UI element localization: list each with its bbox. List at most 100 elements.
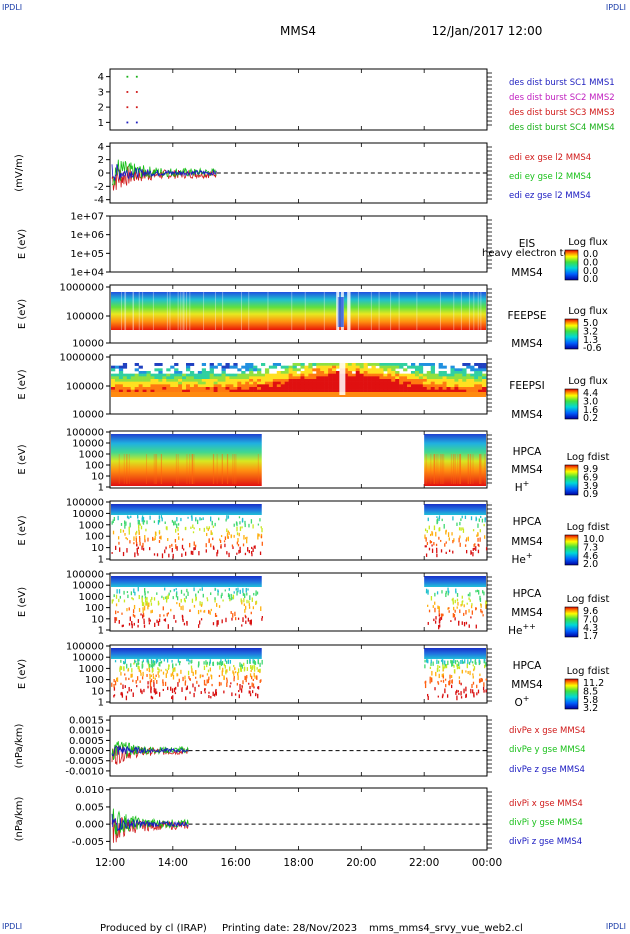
spectrogram-point [253, 665, 256, 670]
spectrogram-cell [276, 376, 282, 380]
spectrogram-cell [367, 384, 372, 388]
spectrogram-cell [245, 387, 250, 390]
spectrogram-cell [316, 384, 321, 388]
spectrogram-point [142, 603, 144, 607]
spectrogram-point [191, 659, 193, 664]
spectrogram-point [111, 552, 113, 554]
series-line [111, 165, 217, 191]
spectrogram-point [246, 538, 248, 544]
spectrogram-point [242, 592, 245, 596]
spectrogram-cell [280, 376, 285, 380]
spectrogram-point [153, 680, 155, 684]
spectrogram-cell [426, 381, 432, 385]
panel-frame [109, 215, 488, 273]
spectrogram-cell [312, 363, 317, 366]
spectrogram-cell [450, 387, 455, 390]
spectrogram-point [141, 517, 143, 522]
spectrogram-cell [186, 365, 191, 369]
spectrogram-point [163, 659, 165, 662]
spectrogram-cell [245, 381, 250, 385]
spectrogram-point [138, 666, 140, 670]
spectrogram-cell [233, 373, 238, 377]
spectrogram-cell [288, 387, 293, 390]
spectrogram-point [445, 684, 447, 688]
spectrogram-cell [414, 381, 420, 385]
spectrogram-cell [300, 379, 305, 382]
spectrogram-point [438, 517, 440, 522]
spectrogram-point [485, 689, 487, 693]
spectrogram-cell [209, 387, 214, 390]
spectrogram-point [468, 597, 470, 600]
spectrogram-point [162, 606, 164, 611]
spectrogram-point [448, 549, 451, 553]
spectrogram-point [135, 532, 137, 536]
spectrogram-cell [245, 373, 250, 377]
spectrogram-cell [217, 373, 222, 377]
spectrogram-cell [205, 384, 210, 388]
spectrogram-cell [261, 384, 266, 388]
spectrogram-stripe [459, 454, 461, 484]
spectrogram-cell [371, 381, 376, 385]
spectrogram-point [205, 549, 207, 553]
spectrogram-point [442, 693, 444, 697]
spectrogram-point [445, 664, 448, 669]
spectrogram-cell [280, 373, 285, 377]
spectrogram-point [458, 676, 461, 679]
spectrogram-cell [442, 371, 447, 374]
spectrogram-point [146, 520, 148, 525]
spectrogram-cell [328, 363, 333, 366]
spectrogram-point [239, 662, 241, 667]
spectrogram-point [198, 661, 200, 666]
spectrogram-point [120, 659, 122, 663]
spectrogram-cell [272, 363, 278, 366]
spectrogram-stripe [155, 454, 157, 484]
spectrogram-stripe [390, 292, 392, 330]
spectrogram-cell [261, 379, 266, 382]
spectrogram-point [183, 622, 186, 626]
spectrogram-point [470, 616, 472, 619]
spectrogram-cell [454, 376, 459, 380]
spectrogram-band [111, 576, 262, 587]
spectrogram-point [113, 594, 115, 598]
spectrogram-cell [332, 379, 337, 382]
spectrogram-point [236, 541, 239, 545]
spectrogram-stripe [118, 454, 120, 484]
spectrogram-point [476, 692, 478, 696]
spectrogram-cell [422, 373, 428, 377]
spectrogram-point [426, 659, 429, 663]
spectrogram-point [430, 596, 433, 601]
spectrogram-cell [304, 371, 309, 374]
spectrogram-cell [363, 365, 368, 369]
spectrogram-point [475, 624, 477, 629]
y-tick-label: 1e+05 [70, 249, 104, 260]
spectrogram-point [187, 670, 190, 676]
spectrogram-point [229, 666, 231, 671]
spectrogram-stripe [177, 292, 179, 330]
spectrogram-point [458, 666, 461, 670]
y-tick-label: 100000 [66, 570, 104, 581]
spectrogram-cell [470, 376, 475, 380]
spectrogram-cell [158, 379, 163, 382]
spectrogram-cell [446, 387, 451, 390]
spectrogram-point [147, 685, 149, 689]
spectrogram-cell [324, 365, 329, 369]
spectrogram-cell [205, 381, 210, 385]
spectrogram-point [195, 593, 197, 597]
spectrogram-cell [422, 384, 428, 388]
spectrogram-cell [363, 381, 368, 385]
spectrogram-cell [418, 381, 424, 385]
spectrogram-cell [355, 389, 360, 393]
spectrogram-point [150, 678, 153, 683]
spectrogram-point [192, 683, 194, 688]
spectrogram-cell [336, 379, 341, 382]
spectrogram-cell [442, 373, 447, 377]
spectrogram-point [445, 529, 447, 533]
spectrogram-cell [213, 376, 218, 380]
spectrogram-cell [221, 365, 226, 369]
spectrogram-point [259, 551, 262, 556]
spectrogram-point [249, 661, 251, 664]
spectrogram-point [431, 670, 433, 676]
spectrogram-point [125, 695, 128, 701]
colorbar-tick-label: 0.2 [583, 413, 598, 424]
